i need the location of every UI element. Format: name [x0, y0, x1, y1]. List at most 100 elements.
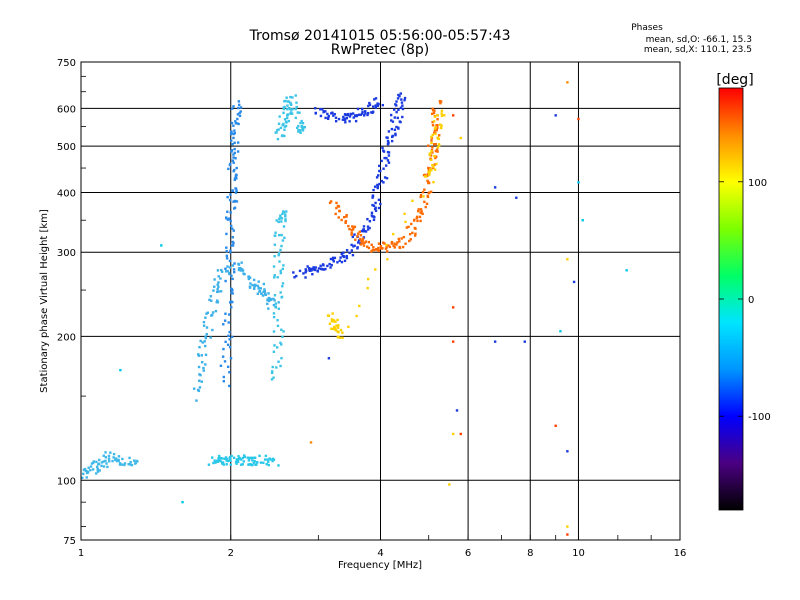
trace-point [400, 98, 403, 101]
trace-point [431, 120, 434, 124]
trace-point [387, 161, 391, 164]
trace-point [272, 315, 276, 319]
trace-point [414, 232, 417, 235]
trace-point [319, 108, 322, 111]
trace-point [332, 319, 336, 322]
trace-point [95, 460, 98, 464]
trace-point [372, 246, 375, 249]
trace-point [271, 365, 274, 369]
trace-point [374, 97, 378, 100]
trace-point [440, 114, 444, 117]
trace-point [409, 238, 412, 241]
trace-point [105, 462, 108, 465]
scatter-point [577, 181, 580, 184]
trace-point [263, 288, 266, 291]
y-axis-label: Stationary phase Virtual Height [km] [39, 209, 50, 393]
trace-point [234, 120, 237, 123]
trace-point [424, 205, 427, 209]
trace-point [228, 198, 232, 202]
trace-point [236, 150, 240, 153]
trace-point [264, 454, 268, 458]
trace-point [312, 266, 315, 269]
trace-point [224, 279, 227, 283]
trace-point [435, 129, 438, 132]
trace-point [272, 297, 275, 301]
trace-point [331, 258, 335, 261]
trace-point [82, 472, 85, 476]
trace-point [262, 290, 265, 294]
trace-point [336, 261, 339, 264]
trace-point [430, 150, 433, 153]
trace-point [219, 277, 222, 280]
trace-point [411, 231, 414, 235]
trace-point [284, 218, 287, 221]
trace-point [319, 264, 322, 268]
trace-point [397, 237, 400, 241]
x-axis-label: Frequency [MHz] [338, 560, 422, 571]
trace-point [285, 210, 288, 213]
trace-point [367, 240, 371, 244]
trace-point [213, 285, 216, 288]
trace-point [211, 456, 214, 459]
trace-point [338, 336, 342, 339]
trace-point [432, 143, 436, 146]
trace-point [257, 286, 260, 289]
trace-point [204, 344, 207, 348]
trace-point [371, 248, 374, 252]
trace-point [352, 245, 355, 248]
trace-point [230, 150, 233, 153]
trace-point [235, 200, 239, 203]
trace-point [382, 181, 385, 184]
trace-point [195, 399, 198, 402]
trace-point [276, 324, 280, 328]
trace-point [211, 311, 215, 314]
trace-point [279, 248, 282, 252]
trace-point [370, 211, 374, 214]
trace-point [280, 343, 283, 346]
trace-point [277, 307, 281, 310]
trace-point [329, 200, 333, 203]
trace-point [403, 212, 406, 216]
trace-point [216, 290, 219, 294]
trace-point [375, 247, 378, 251]
trace-point [121, 457, 124, 461]
trace-point [251, 283, 254, 287]
trace-point [229, 357, 233, 360]
trace-point [217, 454, 221, 458]
trace-point [227, 334, 230, 338]
trace-point [228, 259, 232, 263]
y-tick-label: 600 [57, 104, 76, 115]
trace-point [232, 153, 235, 156]
trace-point [344, 221, 347, 224]
trace-point [430, 190, 433, 194]
trace-point [317, 267, 321, 270]
trace-point [233, 177, 237, 180]
trace-point [272, 303, 276, 307]
trace-point [374, 106, 378, 109]
trace-point [339, 256, 342, 259]
trace-point [198, 386, 202, 389]
trace-point [334, 212, 337, 216]
colorbar-label: [deg] [716, 72, 753, 88]
trace-point [123, 462, 127, 465]
trace-point [298, 269, 302, 273]
colorbar-tick-label: 0 [748, 295, 754, 306]
trace-point [341, 254, 344, 258]
trace-point [268, 457, 271, 460]
trace-point [385, 250, 389, 253]
trace-point [238, 111, 241, 115]
trace-point [231, 264, 235, 267]
trace-point [381, 146, 384, 150]
trace-point [277, 301, 280, 304]
trace-point [366, 245, 369, 248]
trace-point [229, 162, 232, 166]
trace-point [386, 142, 390, 145]
trace-point [321, 268, 324, 271]
scatter-point [493, 340, 497, 343]
trace-point [226, 218, 230, 221]
trace-point [102, 465, 106, 468]
trace-point [117, 455, 121, 458]
trace-point [115, 459, 119, 463]
trace-point [262, 461, 265, 464]
trace-point [217, 457, 220, 460]
